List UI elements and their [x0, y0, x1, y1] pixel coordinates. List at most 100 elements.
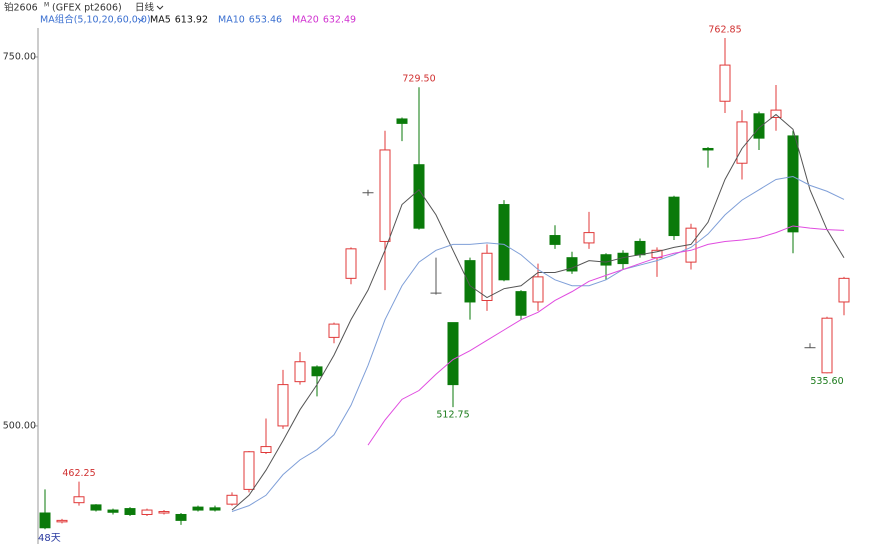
candle-body [56, 519, 68, 523]
candle [379, 130, 391, 291]
candle [345, 247, 357, 285]
candle-body [787, 135, 799, 233]
legend-value: 632.49 [323, 15, 356, 26]
high-label: 762.85 [708, 25, 741, 36]
candle [141, 508, 153, 516]
candle-body [617, 252, 629, 265]
candle [90, 504, 102, 512]
candle-body [532, 276, 544, 303]
candle [549, 225, 561, 249]
candle [804, 343, 816, 349]
candle [311, 365, 323, 397]
candle-body [447, 322, 459, 386]
candle [753, 111, 765, 150]
ma-line [231, 113, 845, 511]
instrument-code: (GFEX pt2606) [52, 3, 122, 14]
candle-body [39, 512, 51, 529]
candle [362, 189, 374, 196]
y-tick-label: 500.00 [3, 420, 36, 431]
candle-body [702, 147, 714, 151]
candle [73, 481, 85, 506]
candle-body [107, 509, 119, 513]
candle-body [770, 109, 782, 118]
candle-body [498, 204, 510, 281]
candle [56, 518, 68, 524]
chevron-icon[interactable] [137, 17, 145, 22]
candle [838, 276, 850, 316]
candle-body [719, 64, 731, 102]
candle [175, 513, 187, 525]
candle [481, 244, 493, 311]
candle-body [90, 504, 102, 511]
period-selector[interactable]: 日线 [135, 2, 155, 14]
candle-body [158, 511, 170, 514]
candle [243, 451, 255, 493]
candle-body [566, 257, 578, 272]
candle-body [141, 509, 153, 515]
instrument-title: 铂2606 [4, 2, 38, 14]
candle [277, 369, 289, 429]
candle-body [481, 252, 493, 301]
candle-body [583, 232, 595, 244]
candle-body [634, 240, 646, 256]
candle [787, 130, 799, 254]
candle [158, 510, 170, 515]
candle [719, 38, 731, 114]
candle [396, 117, 408, 142]
candle-body [549, 235, 561, 245]
ma-line [367, 225, 845, 446]
candle [209, 505, 221, 512]
plot-area: 462.25 729.50 512.75 762.85 535.60 [39, 25, 850, 530]
legend-name: MA5 [150, 15, 171, 26]
candle-body [753, 113, 765, 139]
candle [294, 352, 306, 385]
candle-body [328, 323, 340, 338]
candle-body [124, 508, 136, 515]
candle [566, 251, 578, 274]
y-tick-label: 750.00 [3, 51, 36, 62]
chevron-icon[interactable] [156, 5, 164, 10]
candle [192, 505, 204, 512]
candle [821, 316, 833, 374]
candle [39, 489, 51, 530]
candle [515, 290, 527, 320]
candle-body [260, 446, 272, 453]
low-label: 535.60 [810, 376, 843, 387]
candle-body [668, 196, 680, 237]
legend-name: MA10 [218, 15, 245, 26]
candle-body [464, 260, 476, 303]
candle-body [192, 506, 204, 511]
candle [464, 257, 476, 320]
candle-body [600, 254, 612, 266]
candle-body [413, 164, 425, 229]
high-label: 462.25 [62, 468, 95, 479]
candle-body [209, 507, 221, 511]
legend-name: MA20 [292, 15, 319, 26]
candle-body [379, 149, 391, 242]
candle [532, 263, 544, 311]
legend-value: 613.92 [175, 15, 208, 26]
candle-body [396, 118, 408, 124]
ma-group-selector[interactable]: MA组合(5,10,20,60,0,0) [40, 14, 151, 26]
candle-body [175, 513, 187, 521]
candle [430, 257, 442, 295]
header: 铂2606 M (GFEX pt2606) 日线 MA组合(5,10,20,60… [4, 2, 356, 26]
candle [617, 250, 629, 270]
candle [260, 418, 272, 454]
candle [124, 507, 136, 516]
low-label: 512.75 [436, 410, 469, 421]
candle-body [243, 451, 255, 490]
candle [328, 322, 340, 344]
candle-body [226, 494, 238, 505]
candle-body [311, 366, 323, 377]
candle [447, 322, 459, 408]
high-label: 729.50 [402, 74, 435, 85]
candle-body [821, 317, 833, 374]
candle-body [73, 496, 85, 504]
candle [583, 211, 595, 249]
ma-line [231, 175, 845, 513]
candle-body [736, 121, 748, 164]
candle-body [294, 361, 306, 383]
